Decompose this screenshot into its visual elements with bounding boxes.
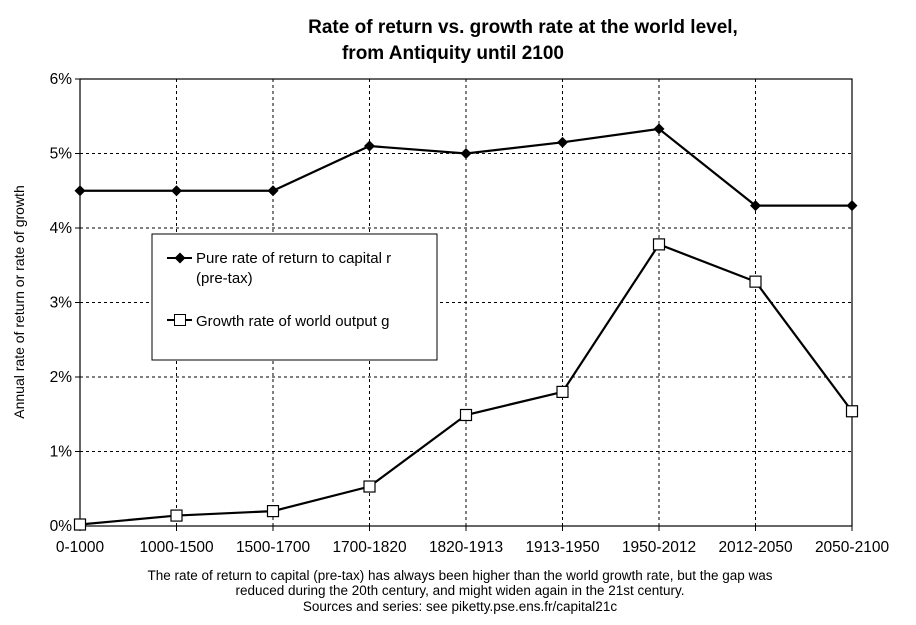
legend-label-r-line2: (pre-tax) [196,270,253,287]
legend-diamond-marker [174,252,186,264]
g-point [556,385,569,398]
series-layer [73,123,859,531]
y-axis-label: Annual rate of return or rate of growth [11,185,27,418]
g-point [73,518,87,531]
caption-line3: Sources and series: see piketty.pse.ens.… [302,599,618,614]
legend-label-r: Pure rate of return to capital r [196,250,391,267]
y-tick-label: 6% [50,71,73,88]
r-point [653,123,665,135]
g-point [363,480,376,493]
r-point [171,185,182,197]
legend-square-marker [174,314,186,326]
r-point [267,185,279,197]
chart-title-line2: from Antiquity until 2100 [342,43,564,64]
x-tick-label: 1700-1820 [332,539,407,556]
x-axis-ticks: 0-1000 1000-1500 1500-1700 1700-1820 1820-19… [56,539,890,556]
r-point [750,200,761,212]
caption-line2: reduced during the 20th century, and mig… [235,583,685,598]
legend-box [151,233,438,361]
g-point [652,238,666,251]
caption-line1: The rate of return to capital (pre-tax) … [147,568,773,583]
x-tick-label: 1820-1913 [429,539,503,556]
r-point [846,200,858,212]
x-tick-label: 2012-2050 [718,539,793,556]
r-point [557,136,568,148]
x-tick-label: 2050-2100 [815,539,890,556]
r-point [74,185,86,197]
y-tick-label: 5% [50,146,73,163]
g-point [749,275,762,288]
chart-title-line1: Rate of return vs. growth rate at the wo… [308,17,738,38]
y-axis-ticks: 0% 1% 2% 3% 4% 5% 6% [50,71,73,535]
legend: Pure rate of return to capital r (pre-ta… [151,233,438,361]
x-tick-label: 0-1000 [56,539,105,556]
y-tick-label: 4% [50,220,73,237]
legend-label-g: Growth rate of world output g [196,313,389,330]
r-point [364,140,375,152]
x-tick-label: 1913-1950 [525,539,600,556]
g-point [266,505,280,518]
r-point [460,148,472,159]
g-point [170,509,183,522]
x-tick-label: 1950-2012 [622,539,696,556]
y-tick-label: 0% [50,518,73,535]
y-tick-label: 1% [50,444,73,461]
y-tick-label: 3% [50,295,73,312]
g-point [459,408,473,422]
plot-area [79,78,853,527]
x-tick-label: 1500-1700 [236,539,311,556]
y-tick-label: 2% [50,369,73,386]
x-tick-label: 1000-1500 [139,539,214,556]
g-point [845,405,859,418]
